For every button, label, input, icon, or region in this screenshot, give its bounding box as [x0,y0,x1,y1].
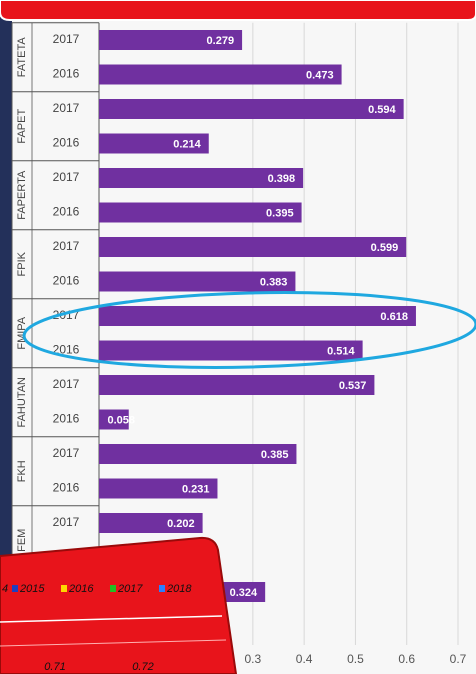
group-label: FAHUTAN [16,377,28,428]
bar [99,30,243,50]
y-tick-label: 2016 [53,274,80,288]
value-label: 0.202 [167,518,195,530]
y-tick-label: 2017 [53,515,80,529]
bar [99,202,302,223]
x-tick-label: 0.7 [450,652,467,666]
legend-swatch [159,585,165,592]
x-tick-label: 0.4 [296,652,313,666]
value-label: 0.324 [230,587,258,599]
value-label: 0.214 [173,138,201,150]
y-tick-label: 2017 [53,239,80,253]
legend-swatch [61,585,67,592]
legend-swatch [12,585,18,592]
y-tick-label: 2017 [53,377,80,391]
value-label: 0.537 [339,380,367,392]
x-tick-label: 0.6 [398,652,415,666]
x-tick-label: 0.5 [347,652,364,666]
bar [99,99,404,119]
group-label: FAPET [16,109,28,144]
legend-swatch [110,585,116,592]
y-tick-label: 2016 [53,136,80,150]
group-label: FKH [16,460,28,482]
bar [99,168,304,188]
bar [99,64,342,85]
bar [99,444,297,464]
value-label: 0.514 [327,345,355,357]
value-label: 0.398 [268,173,296,185]
left-strip [0,0,12,674]
y-tick-label: 2017 [53,101,80,115]
legend-label: 2015 [19,583,45,595]
value-label: 0.599 [371,242,399,254]
legend-fragment: 4 [2,583,8,595]
value-label: 0.473 [306,69,334,81]
legend-label: 2018 [166,583,192,595]
bar [99,340,363,361]
bar [99,306,416,326]
value-label: 0.383 [260,276,288,288]
overlay-line [0,639,227,647]
x-tick-label: 0.3 [245,652,262,666]
y-tick-label: 2016 [53,205,80,219]
overlay-label: 0.71 [44,661,65,673]
legend-label: 2016 [68,583,94,595]
value-label: 0.618 [380,311,408,323]
bar [99,271,296,292]
group-label: FATETA [16,37,28,78]
value-label: 0.058 [107,414,135,426]
y-tick-label: 2016 [53,481,80,495]
value-label: 0.279 [207,35,235,47]
value-label: 0.594 [368,104,396,116]
value-label: 0.385 [261,449,289,461]
bar [99,409,129,430]
bar [99,237,407,257]
group-label: FAPERTA [16,170,28,220]
value-label: 0.231 [182,483,210,495]
overlay-line [0,615,223,623]
legend-label: 2017 [117,583,143,595]
y-tick-label: 2016 [53,412,80,426]
overlay-box [0,536,238,674]
y-tick-label: 2016 [53,343,80,357]
bar [99,478,218,499]
y-tick-label: 2017 [53,446,80,460]
y-tick-label: 2017 [53,32,80,46]
y-tick-label: 2017 [53,170,80,184]
value-label: 0.395 [266,207,294,219]
bar [99,513,203,533]
y-tick-label: 2016 [53,67,80,81]
group-label: FEM [16,529,28,552]
overlay-legend: 4 2015 2016 2017 2018 0.71 0.72 [0,536,238,674]
top-banner [0,0,476,21]
overlay-label: 0.72 [132,661,153,673]
group-label: FPIK [16,251,28,276]
bar [99,375,375,395]
bar [99,133,209,154]
